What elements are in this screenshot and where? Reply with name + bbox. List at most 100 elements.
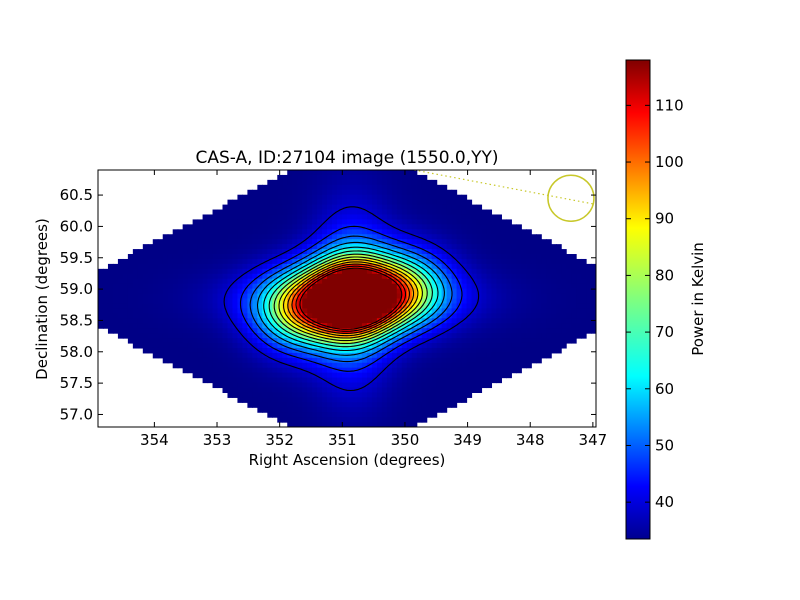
heatmap-cell bbox=[496, 293, 502, 300]
heatmap-cell bbox=[257, 342, 263, 349]
heatmap-cell bbox=[247, 323, 253, 329]
heatmap-cell bbox=[416, 298, 423, 305]
heatmap-cell bbox=[511, 323, 517, 329]
heatmap-cell bbox=[277, 338, 283, 344]
heatmap-cell bbox=[192, 333, 199, 339]
heatmap-cell bbox=[342, 254, 348, 260]
heatmap-cell bbox=[252, 357, 258, 364]
heatmap-cell bbox=[466, 263, 473, 270]
heatmap-cell bbox=[257, 387, 263, 393]
heatmap-cell bbox=[212, 239, 219, 245]
heatmap-cell bbox=[257, 338, 263, 344]
heatmap-cell bbox=[581, 318, 587, 324]
heatmap-cell bbox=[576, 258, 582, 265]
heatmap-cell bbox=[347, 323, 353, 329]
heatmap-cell bbox=[167, 263, 174, 270]
heatmap-cell bbox=[98, 303, 104, 309]
heatmap-cell bbox=[267, 204, 273, 211]
heatmap-cell bbox=[436, 392, 443, 398]
heatmap-cell bbox=[356, 278, 363, 285]
heatmap-cell bbox=[516, 333, 522, 339]
heatmap-cell bbox=[466, 392, 473, 398]
heatmap-cell bbox=[312, 308, 318, 314]
heatmap-cell bbox=[237, 323, 244, 329]
heatmap-cell bbox=[217, 219, 224, 225]
heatmap-cell bbox=[212, 234, 219, 240]
heatmap-cell bbox=[137, 298, 144, 305]
heatmap-cell bbox=[576, 268, 582, 275]
contour-line bbox=[223, 206, 480, 392]
heatmap-cell bbox=[376, 392, 383, 398]
heatmap-cell bbox=[237, 224, 244, 230]
heatmap-cell bbox=[516, 273, 522, 280]
heatmap-cell bbox=[401, 308, 408, 314]
heatmap-cell bbox=[192, 372, 199, 379]
heatmap-cell bbox=[147, 313, 154, 319]
heatmap-cell bbox=[471, 288, 478, 295]
heatmap-cell bbox=[411, 249, 418, 255]
heatmap-cell bbox=[426, 318, 433, 324]
heatmap-cell bbox=[451, 372, 458, 379]
heatmap-cell bbox=[416, 417, 423, 423]
heatmap-cell bbox=[476, 387, 483, 393]
heatmap-cell bbox=[386, 249, 393, 255]
heatmap-cell bbox=[237, 283, 244, 290]
heatmap-cell bbox=[317, 357, 323, 364]
heatmap-cell bbox=[546, 263, 552, 270]
heatmap-cell bbox=[177, 318, 184, 324]
heatmap-cell bbox=[197, 254, 204, 260]
heatmap-cell bbox=[361, 254, 368, 260]
heatmap-cell bbox=[571, 338, 577, 344]
heatmap-cell bbox=[351, 303, 358, 309]
heatmap-cell bbox=[526, 342, 532, 349]
heatmap-cell bbox=[212, 357, 219, 364]
heatmap-cell bbox=[142, 244, 149, 250]
heatmap-cell bbox=[371, 273, 378, 280]
heatmap-cell bbox=[521, 338, 527, 344]
heatmap-cell bbox=[451, 219, 458, 225]
heatmap-cell bbox=[237, 234, 244, 240]
heatmap-cell bbox=[187, 352, 194, 359]
heatmap-cell bbox=[237, 308, 244, 314]
heatmap-cell bbox=[521, 313, 527, 319]
heatmap-cell bbox=[172, 338, 179, 344]
heatmap-cell bbox=[147, 278, 154, 285]
heatmap-cell bbox=[247, 263, 253, 270]
heatmap-cell bbox=[202, 372, 209, 379]
heatmap-cell bbox=[536, 254, 542, 260]
heatmap-cell bbox=[391, 179, 398, 186]
x-tick-label: 347 bbox=[579, 431, 608, 449]
heatmap-cell bbox=[406, 170, 413, 176]
heatmap-cell bbox=[252, 273, 258, 280]
heatmap-cell bbox=[222, 377, 229, 384]
heatmap-cell bbox=[421, 303, 428, 309]
heatmap-cell bbox=[307, 372, 313, 379]
heatmap-cell bbox=[356, 333, 363, 339]
heatmap-cell bbox=[566, 308, 572, 314]
heatmap-cell bbox=[446, 377, 453, 384]
heatmap-cell bbox=[142, 323, 149, 329]
heatmap-cell bbox=[117, 333, 124, 339]
heatmap-cell bbox=[267, 278, 273, 285]
heatmap-cell bbox=[471, 382, 478, 389]
heatmap-cell bbox=[366, 239, 373, 245]
heatmap-cell bbox=[351, 318, 358, 324]
heatmap-cell bbox=[312, 214, 318, 221]
heatmap-cell bbox=[337, 407, 343, 413]
heatmap-cell bbox=[327, 362, 333, 369]
heatmap-cell bbox=[471, 372, 478, 379]
heatmap-cell bbox=[436, 268, 443, 275]
heatmap-cell bbox=[267, 347, 273, 354]
heatmap-cell bbox=[456, 249, 463, 255]
x-tick-label: 350 bbox=[391, 431, 420, 449]
heatmap-cell bbox=[456, 288, 463, 295]
heatmap-cell bbox=[391, 367, 398, 374]
heatmap-cell bbox=[401, 328, 408, 334]
heatmap-cell bbox=[197, 367, 204, 374]
heatmap-cell bbox=[322, 214, 328, 221]
heatmap-cell bbox=[142, 338, 149, 344]
heatmap-cell bbox=[297, 338, 303, 344]
heatmap-cell bbox=[371, 372, 378, 379]
heatmap-cell bbox=[227, 333, 234, 339]
heatmap-cell bbox=[486, 338, 493, 344]
